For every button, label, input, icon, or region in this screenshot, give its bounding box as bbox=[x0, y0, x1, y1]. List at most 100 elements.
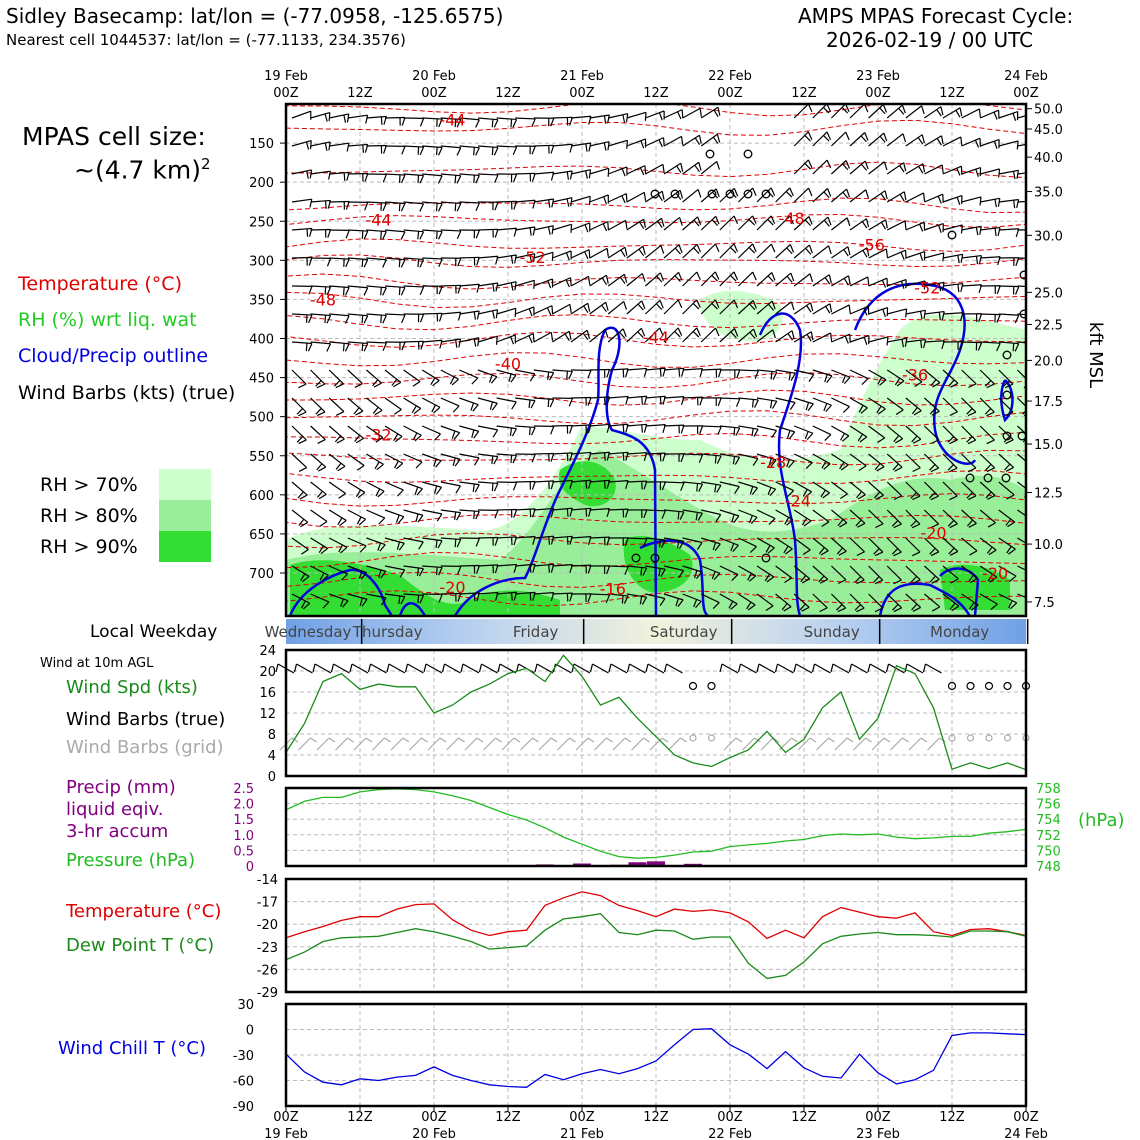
barb-shaft bbox=[291, 453, 308, 469]
wind-barb bbox=[384, 397, 402, 415]
wind-barb bbox=[663, 327, 683, 343]
nearest-cell-line: Nearest cell 1044537: lat/lon = (-77.113… bbox=[6, 31, 406, 49]
barb-shaft bbox=[886, 249, 906, 259]
barb-flag bbox=[511, 401, 517, 410]
barb-flag bbox=[437, 175, 443, 184]
barb-flag bbox=[326, 286, 332, 296]
barb-flag bbox=[363, 343, 369, 352]
wind-barb bbox=[422, 537, 443, 549]
barb-shaft bbox=[552, 535, 573, 539]
wind-barb bbox=[663, 537, 685, 549]
barb-flag bbox=[624, 537, 629, 547]
barb-flag bbox=[923, 280, 926, 290]
barb-flag bbox=[373, 382, 382, 388]
barb-flag bbox=[864, 160, 869, 170]
surface-wind-barb-flag bbox=[848, 663, 853, 673]
barb-flag bbox=[931, 578, 940, 584]
wind-barb bbox=[477, 481, 499, 492]
barb-flag bbox=[786, 459, 791, 468]
temperature-contour bbox=[286, 291, 1026, 309]
barb-flag bbox=[858, 465, 867, 472]
barb-shaft bbox=[570, 249, 590, 259]
barb-flag bbox=[530, 400, 536, 409]
barb-shaft bbox=[942, 481, 958, 497]
barb-flag bbox=[733, 215, 739, 225]
grid-calm-circle bbox=[707, 734, 716, 742]
barb-shaft bbox=[347, 453, 365, 466]
barb-shaft bbox=[1017, 200, 1026, 203]
barb-flag bbox=[433, 485, 438, 494]
wind-barb bbox=[942, 453, 958, 473]
barb-flag bbox=[699, 108, 702, 117]
barb-flag bbox=[393, 433, 399, 441]
wind-barb bbox=[961, 284, 983, 294]
wind-barb bbox=[942, 397, 958, 417]
grid-wind-barb bbox=[742, 737, 755, 751]
wind-barb bbox=[589, 593, 611, 603]
barb-shaft bbox=[347, 481, 366, 493]
wind-barb bbox=[384, 257, 406, 268]
barb-shaft bbox=[422, 145, 443, 149]
wind-barb bbox=[552, 170, 573, 180]
wind-barb bbox=[347, 229, 369, 240]
wind-barb bbox=[924, 106, 944, 119]
barb-shaft bbox=[570, 329, 588, 343]
barb-flag bbox=[307, 343, 313, 352]
barb-shaft bbox=[756, 425, 777, 432]
barb-flag bbox=[643, 219, 647, 228]
barb-flag bbox=[603, 115, 607, 124]
barb-flag bbox=[433, 458, 437, 467]
barb-flag bbox=[860, 135, 867, 143]
barb-flag bbox=[678, 540, 685, 549]
barb-shaft bbox=[831, 369, 851, 378]
barb-flag bbox=[886, 336, 889, 346]
wind-barb bbox=[440, 257, 462, 267]
surface-wind-barb bbox=[536, 663, 554, 674]
barb-shaft bbox=[719, 299, 735, 315]
wind-barb bbox=[868, 161, 888, 175]
wind-barb bbox=[310, 537, 329, 555]
barb-flag bbox=[824, 374, 828, 383]
barb-shaft bbox=[831, 217, 848, 231]
wind-barb bbox=[793, 331, 814, 343]
barb-shaft bbox=[719, 537, 739, 546]
barb-shaft bbox=[942, 537, 959, 552]
wind-barb bbox=[775, 453, 795, 469]
barb-flag bbox=[823, 463, 831, 470]
barb-shaft bbox=[738, 328, 755, 343]
barb-flag bbox=[984, 380, 992, 387]
wind-barb bbox=[310, 313, 332, 324]
grid-wind-barb bbox=[538, 737, 552, 751]
wind-barb bbox=[905, 593, 922, 612]
barb-flag bbox=[791, 330, 795, 340]
wind-barb bbox=[1017, 537, 1026, 544]
wind-barb bbox=[998, 509, 1016, 528]
barb-shaft bbox=[422, 173, 443, 177]
barb-shaft bbox=[738, 397, 759, 401]
wind-barb bbox=[868, 537, 884, 557]
grid-wind-barb-flag bbox=[421, 737, 428, 743]
barb-flag bbox=[733, 271, 739, 280]
barb-flag bbox=[800, 575, 807, 583]
barb-shaft bbox=[626, 138, 646, 147]
wind-barb bbox=[310, 593, 330, 609]
barb-shaft bbox=[849, 276, 869, 287]
barb-shaft bbox=[886, 162, 905, 175]
wind-barb bbox=[291, 341, 313, 352]
barb-flag bbox=[364, 173, 369, 182]
wind-barb bbox=[998, 111, 1019, 121]
cloud-outline bbox=[453, 326, 658, 616]
wind-barb bbox=[775, 425, 796, 440]
wind-barb bbox=[607, 300, 628, 315]
barb-flag bbox=[903, 191, 907, 201]
barb-flag bbox=[828, 274, 832, 284]
barb-shaft bbox=[291, 481, 308, 496]
barb-flag bbox=[820, 550, 829, 556]
barb-flag bbox=[327, 229, 332, 238]
barb-shaft bbox=[608, 565, 629, 568]
barb-shaft bbox=[942, 453, 958, 469]
pressure-tick-label: 750 bbox=[1036, 844, 1061, 859]
calm-circle bbox=[631, 553, 641, 563]
barb-shaft bbox=[849, 425, 868, 438]
barb-shaft bbox=[515, 591, 536, 595]
